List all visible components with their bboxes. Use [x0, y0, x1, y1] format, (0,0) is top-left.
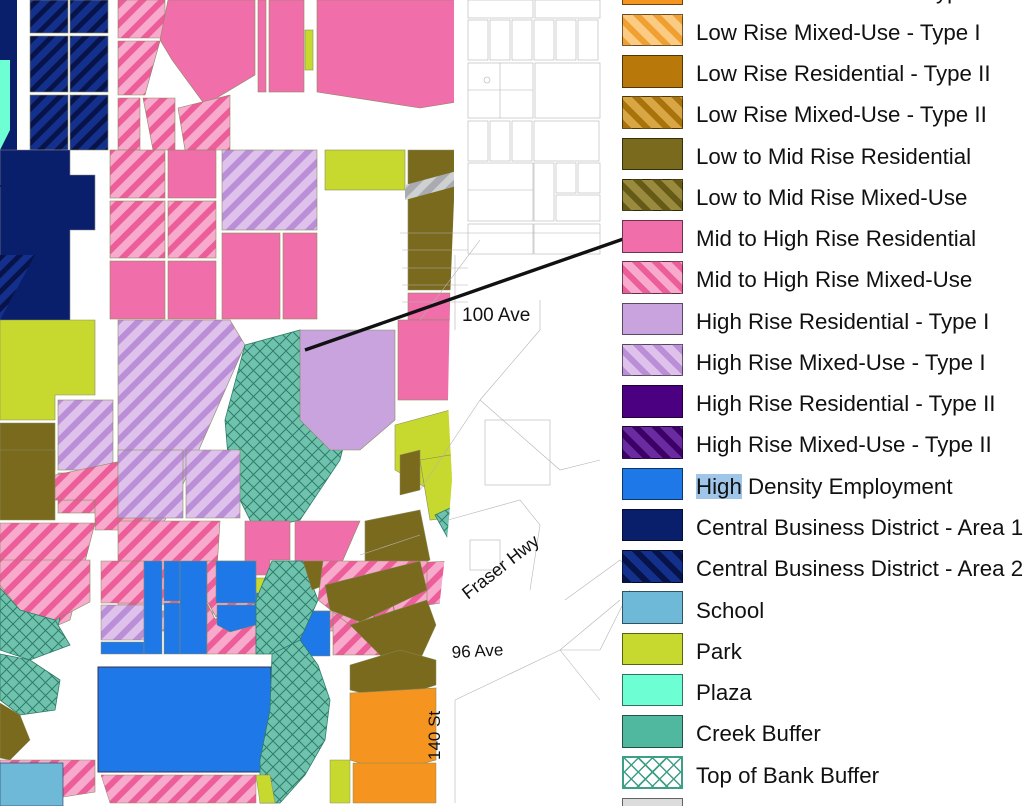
svg-text:140 St: 140 St	[425, 711, 444, 760]
svg-text:96 Ave: 96 Ave	[451, 640, 504, 662]
svg-text:100 Ave: 100 Ave	[462, 305, 530, 326]
